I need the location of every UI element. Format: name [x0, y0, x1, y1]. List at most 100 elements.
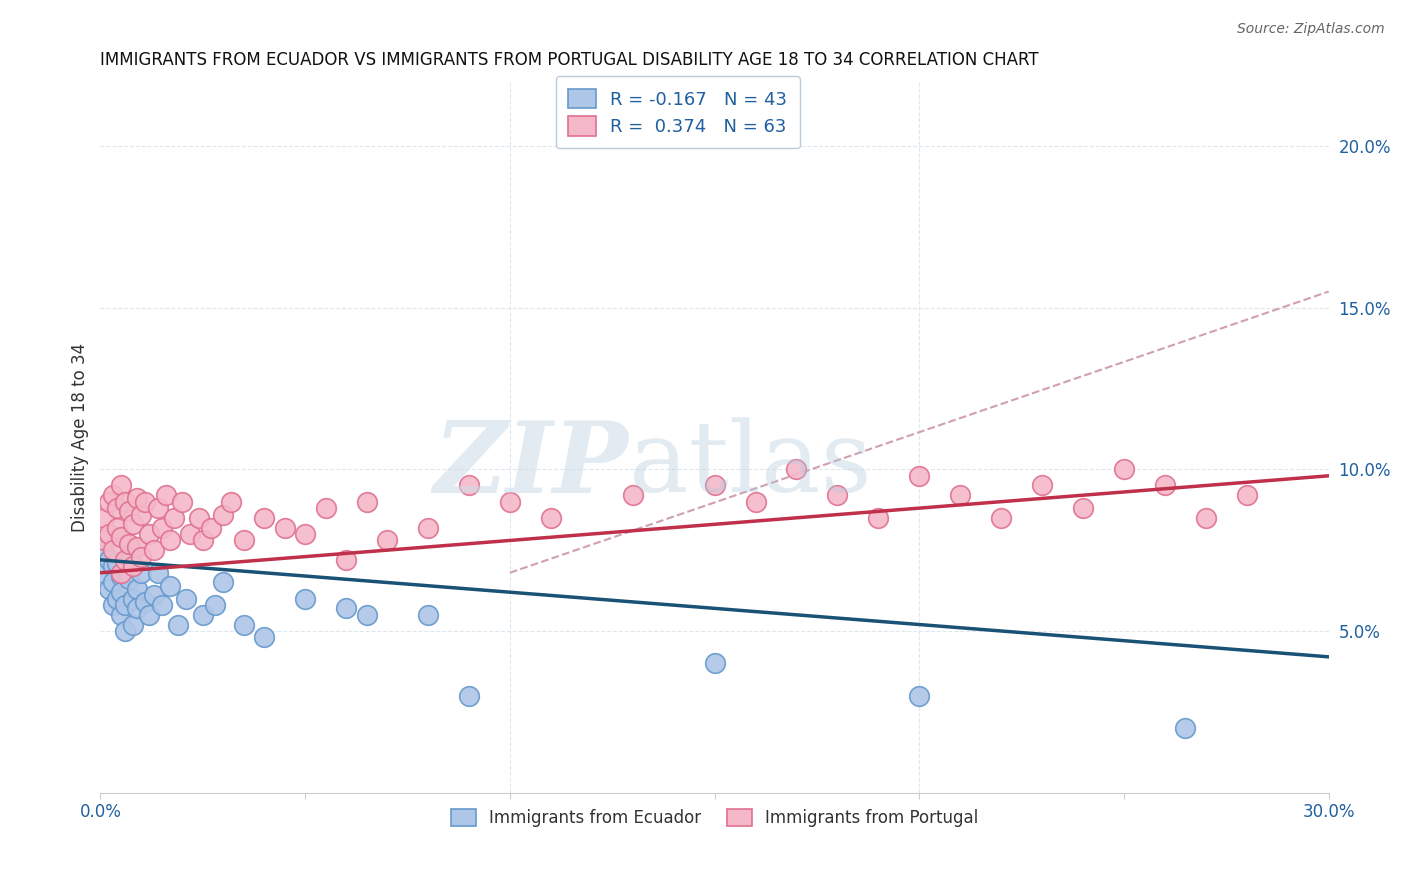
Point	[114, 494, 136, 508]
Point	[1112, 462, 1135, 476]
Point	[253, 631, 276, 645]
Point	[134, 494, 156, 508]
Point	[212, 508, 235, 522]
Point	[146, 501, 169, 516]
Point	[114, 563, 136, 577]
Point	[105, 501, 128, 516]
Point	[785, 462, 807, 476]
Point	[273, 520, 295, 534]
Point	[212, 575, 235, 590]
Point	[93, 566, 115, 580]
Point	[200, 520, 222, 534]
Point	[744, 494, 766, 508]
Point	[127, 491, 149, 506]
Point	[187, 511, 209, 525]
Point	[129, 566, 152, 580]
Point	[356, 607, 378, 622]
Point	[179, 527, 201, 541]
Point	[1174, 721, 1197, 735]
Point	[118, 537, 141, 551]
Point	[134, 595, 156, 609]
Point	[110, 478, 132, 492]
Point	[118, 572, 141, 586]
Point	[167, 617, 190, 632]
Point	[703, 657, 725, 671]
Point	[1031, 478, 1053, 492]
Point	[908, 689, 931, 703]
Point	[122, 517, 145, 532]
Text: IMMIGRANTS FROM ECUADOR VS IMMIGRANTS FROM PORTUGAL DISABILITY AGE 18 TO 34 CORR: IMMIGRANTS FROM ECUADOR VS IMMIGRANTS FR…	[100, 51, 1039, 69]
Point	[1236, 488, 1258, 502]
Point	[97, 553, 120, 567]
Point	[191, 533, 214, 548]
Point	[101, 488, 124, 502]
Point	[294, 591, 316, 606]
Point	[138, 607, 160, 622]
Point	[172, 494, 194, 508]
Point	[1195, 511, 1218, 525]
Legend: Immigrants from Ecuador, Immigrants from Portugal: Immigrants from Ecuador, Immigrants from…	[444, 803, 984, 834]
Point	[949, 488, 972, 502]
Point	[97, 582, 120, 596]
Text: atlas: atlas	[628, 417, 872, 514]
Point	[150, 520, 173, 534]
Point	[146, 566, 169, 580]
Point	[159, 579, 181, 593]
Point	[990, 511, 1012, 525]
Point	[294, 527, 316, 541]
Point	[703, 478, 725, 492]
Point	[110, 566, 132, 580]
Text: Source: ZipAtlas.com: Source: ZipAtlas.com	[1237, 22, 1385, 37]
Point	[129, 549, 152, 564]
Point	[122, 617, 145, 632]
Point	[416, 607, 439, 622]
Point	[621, 488, 644, 502]
Point	[827, 488, 849, 502]
Point	[142, 543, 165, 558]
Point	[457, 478, 479, 492]
Point	[110, 530, 132, 544]
Point	[127, 540, 149, 554]
Point	[114, 624, 136, 638]
Point	[315, 501, 337, 516]
Point	[232, 533, 254, 548]
Point	[110, 569, 132, 583]
Point	[499, 494, 522, 508]
Point	[908, 468, 931, 483]
Point	[1071, 501, 1094, 516]
Point	[868, 511, 890, 525]
Point	[122, 559, 145, 574]
Point	[163, 511, 186, 525]
Point	[232, 617, 254, 632]
Point	[127, 582, 149, 596]
Point	[105, 520, 128, 534]
Point	[101, 559, 124, 574]
Point	[375, 533, 398, 548]
Point	[159, 533, 181, 548]
Point	[93, 533, 115, 548]
Point	[142, 589, 165, 603]
Point	[110, 607, 132, 622]
Point	[335, 553, 357, 567]
Point	[110, 585, 132, 599]
Point	[105, 591, 128, 606]
Point	[114, 553, 136, 567]
Point	[97, 494, 120, 508]
Point	[176, 591, 198, 606]
Point	[97, 527, 120, 541]
Point	[335, 601, 357, 615]
Point	[457, 689, 479, 703]
Point	[118, 549, 141, 564]
Point	[150, 598, 173, 612]
Point	[118, 504, 141, 518]
Point	[540, 511, 562, 525]
Point	[105, 556, 128, 570]
Point	[191, 607, 214, 622]
Point	[416, 520, 439, 534]
Point	[129, 508, 152, 522]
Y-axis label: Disability Age 18 to 34: Disability Age 18 to 34	[72, 343, 89, 532]
Point	[101, 543, 124, 558]
Point	[221, 494, 243, 508]
Point	[114, 598, 136, 612]
Point	[356, 494, 378, 508]
